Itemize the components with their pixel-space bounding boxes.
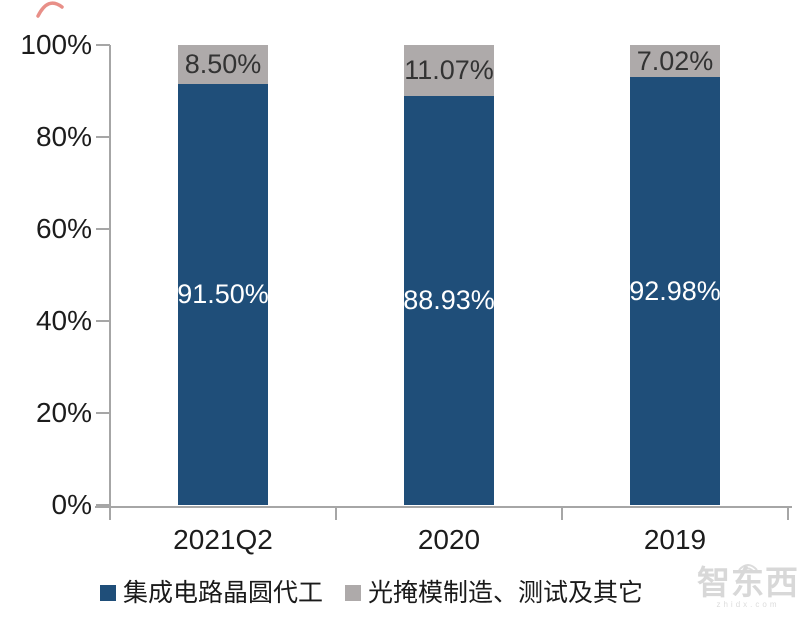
bar-segment-foundry: 88.93% (403, 95, 495, 505)
y-axis-line (109, 45, 111, 507)
y-axis-label: 20% (35, 397, 92, 428)
y-axis-tick (96, 412, 110, 414)
bar-segment-foundry: 91.50% (177, 84, 269, 505)
bar-value-label: 11.07% (404, 54, 494, 85)
bar-value-label: 91.50% (177, 279, 269, 310)
legend-label: 光掩模制造、测试及其它 (368, 579, 644, 607)
x-axis-category-label: 2020 (417, 524, 481, 555)
y-axis-label: 0% (51, 489, 92, 520)
legend-label: 集成电路晶圆代工 (123, 579, 324, 607)
legend-swatch (100, 585, 116, 601)
x-axis-tick (787, 506, 789, 520)
bar-segment-other: 8.50% (178, 45, 268, 85)
x-axis-tick (561, 506, 563, 520)
x-axis-line (95, 506, 792, 508)
bar-value-label: 88.93% (403, 284, 495, 315)
y-axis-tick (96, 44, 110, 46)
watermark-text: 智东西 (697, 564, 799, 601)
x-axis-category-label: 2019 (643, 524, 707, 555)
legend-item-other: 光掩模制造、测试及其它 (345, 578, 643, 608)
x-axis-tick (109, 506, 111, 520)
bar-segment-foundry: 92.98% (629, 77, 721, 505)
y-axis-tick (96, 136, 110, 138)
x-axis-tick (335, 506, 337, 520)
legend-item-foundry: 集成电路晶圆代工 (100, 578, 323, 608)
watermark-subtext: zhidx.com (716, 600, 780, 609)
y-axis-tick (96, 228, 110, 230)
y-axis-label: 100% (20, 29, 92, 60)
bar-value-label: 92.98% (629, 275, 721, 306)
y-axis-label: 60% (35, 213, 92, 244)
watermark-signal-icon (738, 564, 758, 572)
red-pen-mark (36, 1, 64, 18)
y-axis-label: 80% (35, 121, 92, 152)
y-axis-label: 40% (35, 305, 92, 336)
bar-segment-other: 7.02% (630, 45, 720, 78)
legend: 集成电路晶圆代工 光掩模制造、测试及其它 (100, 577, 665, 609)
y-axis-tick (96, 320, 110, 322)
legend-swatch (345, 585, 362, 601)
bar-value-label: 7.02% (636, 45, 714, 76)
bar-value-label: 8.50% (184, 49, 262, 80)
y-axis-tick (96, 504, 110, 506)
x-axis-category-label: 2021Q2 (173, 524, 273, 555)
bar-segment-other: 11.07% (404, 45, 494, 96)
watermark: 智东西 zhidx.com (693, 558, 800, 610)
